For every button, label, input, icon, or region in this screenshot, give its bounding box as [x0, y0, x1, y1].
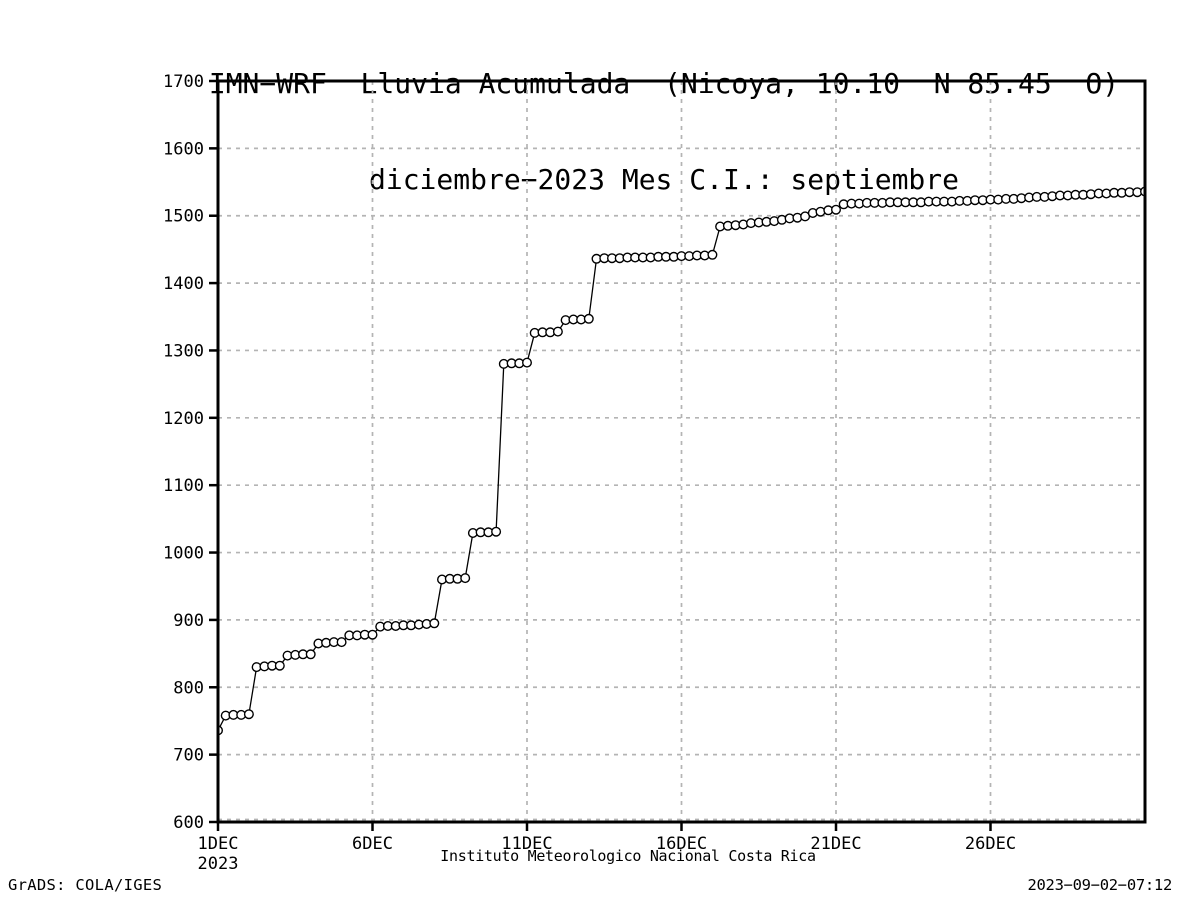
x-tick-label: 21DEC [810, 834, 861, 854]
x-tick-label: 1DEC [198, 834, 239, 854]
data-point-marker [491, 526, 502, 537]
x-tick-label: 11DEC [501, 834, 552, 854]
y-tick-label: 800 [173, 678, 204, 698]
y-tick-label: 1300 [163, 341, 204, 361]
x-tick-label: 16DEC [656, 834, 707, 854]
data-point-marker [583, 313, 594, 324]
chart-title: IMN−WRF Lluvia Acumulada (Nicoya, 10.10 … [208, 67, 1120, 100]
data-point-marker [367, 629, 378, 640]
gridlines [218, 81, 1145, 822]
x-axis-year-label: 2023 [198, 854, 239, 874]
data-point-marker [336, 637, 347, 648]
y-tick-label: 1700 [163, 72, 204, 92]
y-tick-label: 1500 [163, 207, 204, 227]
y-tick-label: 1600 [163, 139, 204, 159]
x-tick-label: 26DEC [965, 834, 1016, 854]
axes: 600 700 800 900 1000 1100 1200 1300 1400 1500 1600… [163, 72, 1016, 874]
chart-subtitle: diciembre−2023 Mes C.I.: septiembre [368, 163, 959, 196]
data-point-marker [274, 660, 285, 671]
data-point-marker [552, 326, 563, 337]
y-tick-label: 700 [173, 746, 204, 766]
data-point-marker [429, 618, 440, 629]
x-tick-label: 6DEC [352, 834, 393, 854]
y-tick-label: 1100 [163, 476, 204, 496]
data-point-marker [460, 573, 471, 584]
y-tick-label: 1400 [163, 274, 204, 294]
x-axis-caption: Instituto Meteorologico Nacional Costa R… [440, 847, 816, 865]
data-point-marker [522, 357, 533, 368]
grads-credit-label: GrADS: COLA/IGES [8, 876, 163, 894]
series-lluvia-acumulada [218, 186, 1145, 736]
y-tick-label: 1000 [163, 544, 204, 564]
creation-timestamp: 2023−09−02−07:12 [1027, 876, 1172, 894]
y-tick-label: 600 [173, 813, 204, 833]
data-point-marker [243, 709, 254, 720]
y-tick-label: 900 [173, 611, 204, 631]
y-tick-label: 1200 [163, 409, 204, 429]
data-point-marker [305, 649, 316, 660]
data-point-marker [707, 249, 718, 260]
data-point-marker [831, 204, 842, 215]
title-block: IMN−WRF Lluvia Acumulada (Nicoya, 10.10 … [64, 4, 1200, 260]
